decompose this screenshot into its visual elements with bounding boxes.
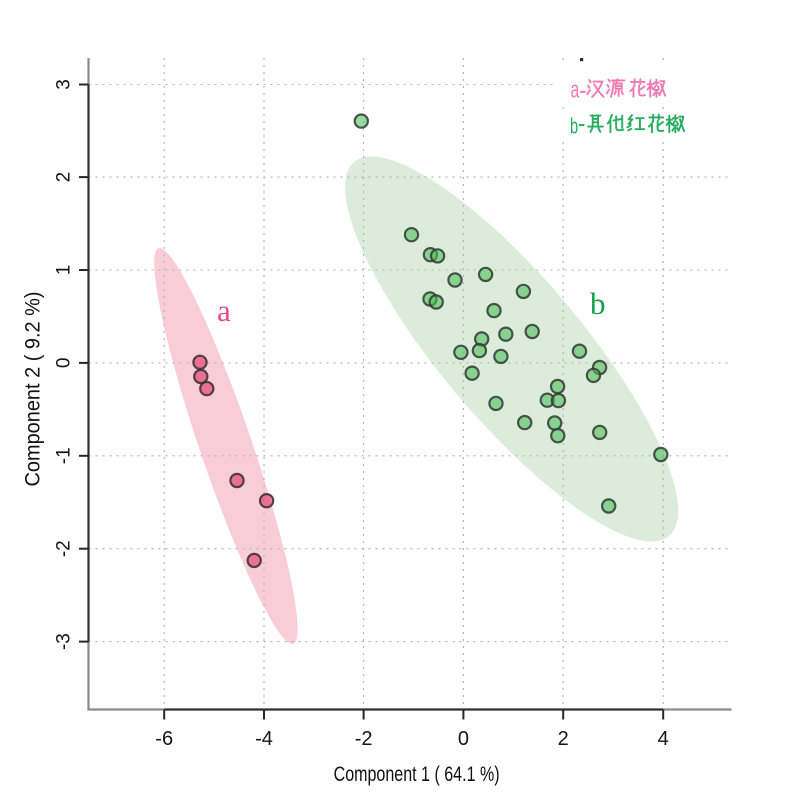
svg-text:1: 1: [54, 265, 75, 276]
svg-text:Component 2 ( 9.2 %): Component 2 ( 9.2 %): [22, 292, 45, 487]
svg-text:4: 4: [658, 728, 669, 750]
svg-text:0: 0: [458, 728, 469, 750]
svg-text:0: 0: [54, 358, 75, 369]
svg-text:-2: -2: [54, 540, 75, 557]
svg-text:-3: -3: [54, 633, 75, 650]
svg-text:2: 2: [54, 172, 75, 183]
svg-text:3: 3: [54, 79, 75, 90]
svg-text:-4: -4: [255, 728, 273, 750]
svg-text:b: b: [590, 286, 606, 321]
svg-text:a: a: [217, 293, 231, 328]
svg-text:-6: -6: [155, 728, 173, 750]
svg-text:Component 1 ( 64.1 %): Component 1 ( 64.1 %): [334, 763, 500, 786]
svg-text:a: a: [571, 77, 580, 104]
svg-text:-2: -2: [355, 728, 373, 750]
svg-text:b: b: [570, 113, 578, 138]
svg-text:2: 2: [558, 728, 569, 750]
svg-text:-1: -1: [54, 447, 75, 464]
